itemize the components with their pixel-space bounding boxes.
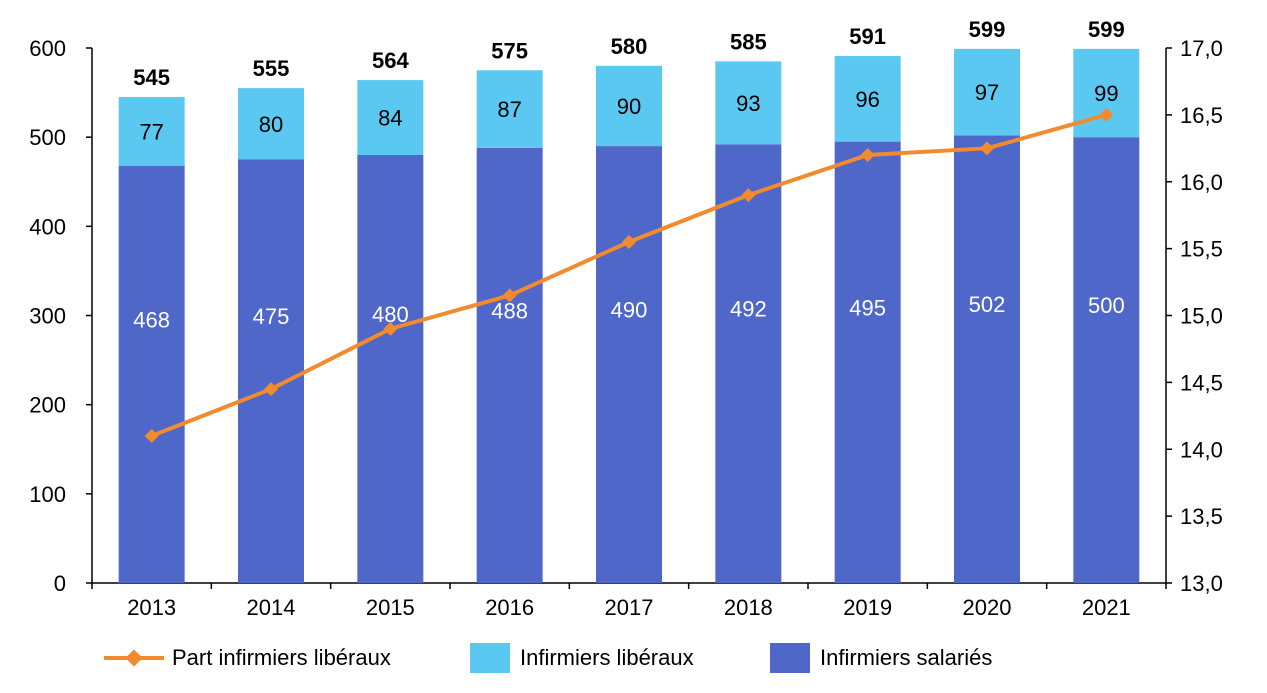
legend: Part infirmiers libéraux Infirmiers libé… bbox=[0, 636, 1267, 680]
legend-swatch-liberaux bbox=[470, 643, 510, 673]
bar-liberaux bbox=[118, 97, 185, 166]
x-tick-label: 2020 bbox=[963, 595, 1012, 620]
data-label-liberaux: 87 bbox=[497, 97, 521, 122]
data-label-salaries: 492 bbox=[730, 297, 767, 322]
share-point-marker bbox=[264, 382, 278, 397]
bar-salaries bbox=[118, 165, 185, 583]
left-tick-label: 600 bbox=[29, 36, 66, 61]
share-point-marker bbox=[383, 321, 398, 336]
legend-label-liberaux: Infirmiers libéraux bbox=[520, 645, 694, 670]
right-tick-label: 13,0 bbox=[1180, 571, 1223, 596]
x-tick-label: 2014 bbox=[247, 595, 296, 620]
right-tick-label: 14,0 bbox=[1180, 437, 1223, 462]
right-tick-label: 15,5 bbox=[1180, 237, 1223, 262]
labels: 468 77 545 475 80 555 480 84 564 488 87 575 490 90 580… bbox=[133, 17, 1124, 332]
legend-swatch-salaries bbox=[770, 643, 810, 673]
share-point-marker bbox=[860, 148, 875, 162]
bars bbox=[118, 48, 1140, 584]
right-tick-label: 13,5 bbox=[1180, 504, 1223, 529]
data-label-liberaux: 84 bbox=[378, 106, 402, 131]
line-layer bbox=[144, 107, 1114, 443]
bar-salaries bbox=[954, 135, 1020, 583]
data-label-total: 599 bbox=[1088, 17, 1125, 42]
x-tick-label: 2019 bbox=[843, 595, 892, 620]
axes: 0 100 200 300 400 500 600 13,0 13,5 14,0 14,5 15,0 1… bbox=[29, 36, 1223, 620]
bar-salaries bbox=[834, 141, 901, 583]
data-label-total: 564 bbox=[372, 48, 409, 73]
data-label-liberaux: 80 bbox=[259, 112, 283, 137]
data-label-total: 545 bbox=[133, 65, 170, 90]
x-tick-label: 2016 bbox=[485, 595, 534, 620]
legend-item-share-line: Part infirmiers libéraux bbox=[104, 636, 391, 680]
left-tick-label: 500 bbox=[29, 125, 66, 150]
data-label-liberaux: 77 bbox=[139, 119, 163, 144]
x-tick-label: 2015 bbox=[366, 595, 415, 620]
data-label-salaries: 502 bbox=[969, 292, 1006, 317]
data-label-salaries: 490 bbox=[611, 298, 648, 323]
legend-item-salaries: Infirmiers salariés bbox=[770, 636, 992, 680]
bar-liberaux bbox=[954, 48, 1020, 136]
right-tick-label: 16,0 bbox=[1180, 170, 1223, 195]
bar-liberaux bbox=[476, 70, 543, 148]
data-label-total: 599 bbox=[969, 17, 1006, 42]
data-label-total: 591 bbox=[849, 24, 886, 49]
x-tick-label: 2013 bbox=[127, 595, 176, 620]
share-point-marker bbox=[980, 141, 994, 156]
bar-salaries bbox=[476, 147, 543, 583]
data-label-liberaux: 97 bbox=[975, 80, 999, 105]
right-tick-label: 17,0 bbox=[1180, 36, 1223, 61]
share-point-marker bbox=[622, 234, 636, 249]
data-label-liberaux: 96 bbox=[855, 87, 879, 112]
data-label-total: 585 bbox=[730, 29, 767, 54]
bar-salaries bbox=[238, 159, 304, 584]
share-point-marker bbox=[1099, 107, 1114, 122]
right-tick-label: 15,0 bbox=[1180, 304, 1223, 329]
data-label-salaries: 495 bbox=[849, 295, 886, 320]
data-label-total: 575 bbox=[491, 38, 528, 63]
bar-salaries bbox=[357, 155, 424, 583]
share-point-marker bbox=[144, 428, 159, 443]
share-point-marker bbox=[741, 188, 756, 203]
left-tick-label: 300 bbox=[29, 304, 66, 329]
bar-liberaux bbox=[238, 88, 304, 160]
left-tick-label: 100 bbox=[29, 482, 66, 507]
data-label-salaries: 488 bbox=[491, 298, 528, 323]
bar-liberaux bbox=[357, 80, 424, 155]
right-tick-label: 14,5 bbox=[1180, 370, 1223, 395]
legend-label-salaries: Infirmiers salariés bbox=[820, 645, 993, 670]
data-label-total: 555 bbox=[253, 56, 290, 81]
bar-salaries bbox=[715, 144, 782, 584]
x-tick-label: 2018 bbox=[724, 595, 773, 620]
bar-salaries bbox=[1073, 137, 1140, 583]
data-label-salaries: 480 bbox=[372, 302, 409, 327]
right-tick-label: 16,5 bbox=[1180, 103, 1223, 128]
data-label-salaries: 475 bbox=[253, 304, 290, 329]
bar-liberaux bbox=[596, 65, 662, 147]
left-tick-label: 200 bbox=[29, 393, 66, 418]
data-label-liberaux: 93 bbox=[736, 91, 760, 116]
data-label-liberaux: 90 bbox=[617, 94, 641, 119]
legend-label-share: Part infirmiers libéraux bbox=[172, 645, 391, 670]
bar-salaries bbox=[596, 146, 662, 584]
legend-item-liberaux: Infirmiers libéraux bbox=[470, 636, 694, 680]
x-tick-label: 2021 bbox=[1082, 595, 1131, 620]
left-tick-label: 400 bbox=[29, 214, 66, 239]
bar-liberaux bbox=[834, 56, 901, 142]
x-tick-label: 2017 bbox=[605, 595, 654, 620]
left-tick-label: 0 bbox=[54, 571, 66, 596]
data-label-liberaux: 99 bbox=[1094, 81, 1118, 106]
data-label-salaries: 468 bbox=[133, 307, 170, 332]
data-label-salaries: 500 bbox=[1088, 293, 1125, 318]
share-point-marker bbox=[502, 288, 517, 303]
bar-liberaux bbox=[715, 61, 782, 145]
diamond-marker-icon bbox=[125, 649, 143, 667]
data-label-total: 580 bbox=[611, 34, 648, 59]
legend-line-swatch bbox=[104, 643, 164, 673]
chart-area: 0 100 200 300 400 500 600 13,0 13,5 14,0 14,5 15,0 1… bbox=[29, 17, 1223, 620]
